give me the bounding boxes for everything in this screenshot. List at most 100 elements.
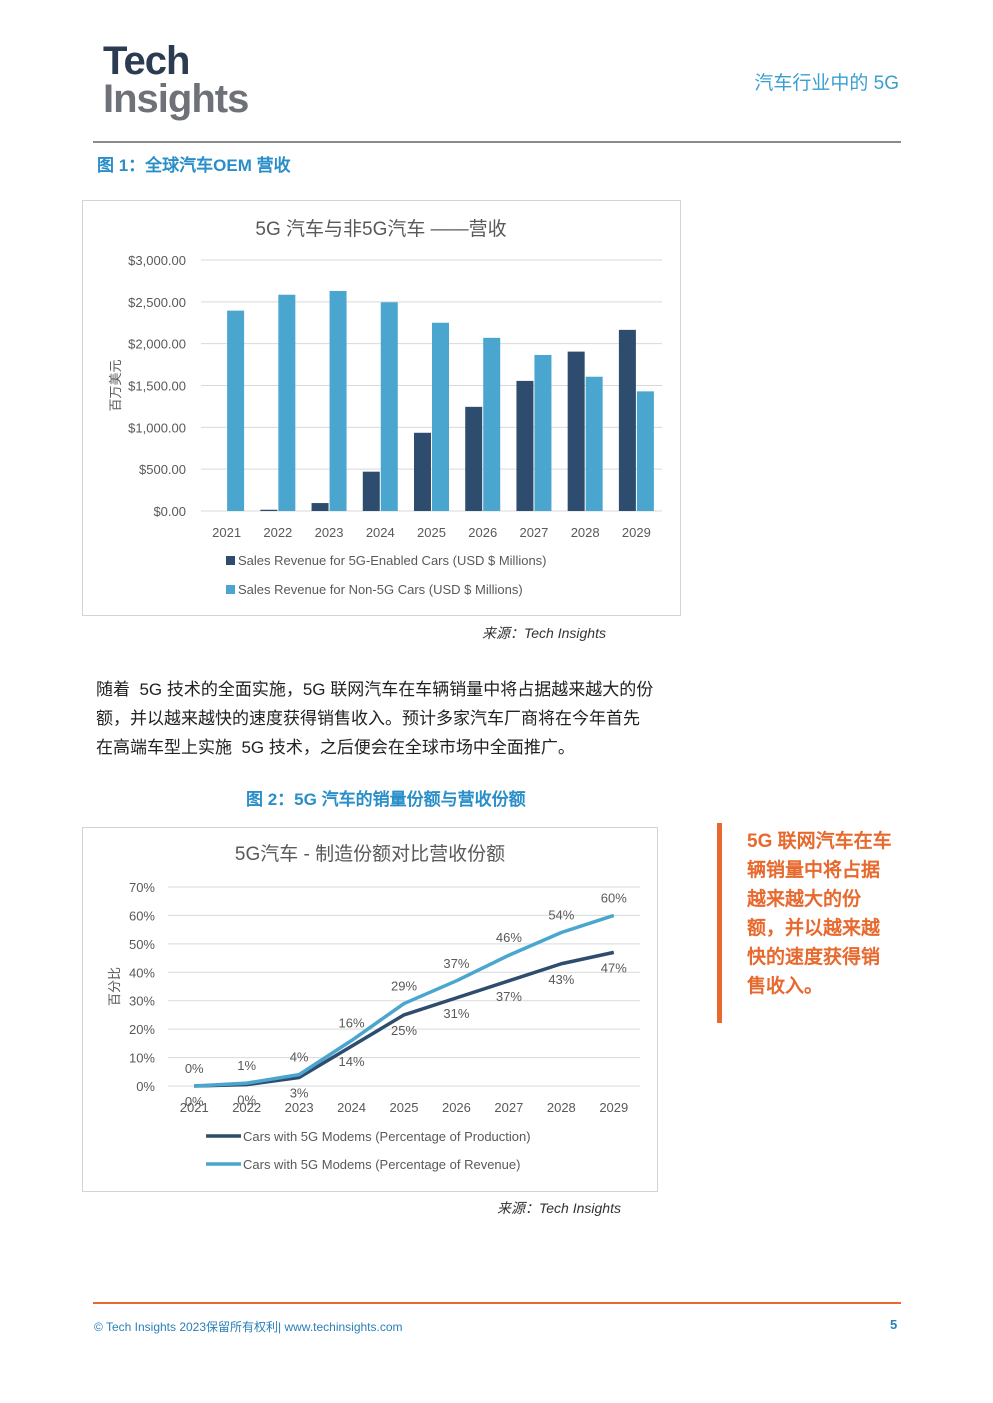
chart1-bar xyxy=(483,337,501,511)
chart2-data-label: 16% xyxy=(339,1016,365,1031)
chart2-xtick-label: 2025 xyxy=(390,1100,419,1115)
chart2-ytick-label: 50% xyxy=(129,937,155,952)
callout-line-5: 快的速度获得销 xyxy=(747,947,881,968)
chart1-legend-label: Sales Revenue for 5G-Enabled Cars (USD $… xyxy=(238,553,547,568)
figure2-line-chart: 5G汽车 - 制造份额对比营收份额 0% 10% 20% 30% 40% 50% 60% 70%… xyxy=(107,843,640,1172)
chart1-ytick-label: $500.00 xyxy=(139,462,186,477)
chart2-data-label: 43% xyxy=(548,972,574,987)
chart2-series-line xyxy=(194,950,615,1088)
callout-quote: 5G 联网汽车在车 辆销量中将占据 越来越大的份 额，并以越来越 快的速度获得销… xyxy=(747,827,892,1001)
chart1-xtick-label: 2027 xyxy=(519,525,548,540)
figure2-caption: 图 2：5G 汽车的销量份额与营收份额 xyxy=(246,790,526,809)
chart1-xtick-label: 2022 xyxy=(263,525,292,540)
chart2-data-label: 29% xyxy=(391,979,417,994)
chart2-ytick-label: 60% xyxy=(129,908,155,923)
chart1-xtick-label: 2023 xyxy=(315,525,344,540)
chart2-data-label: 37% xyxy=(496,989,522,1004)
body-line-1: 随着 5G 技术的全面实施，5G 联网汽车在车辆销量中将占据越来越大的份 xyxy=(96,680,654,699)
chart1-xtick-label: 2025 xyxy=(417,525,446,540)
chart1-ytick-label: $1,500.00 xyxy=(128,379,186,394)
chart2-ytick-label: 10% xyxy=(129,1051,155,1066)
chart2-data-label: 0% xyxy=(185,1061,204,1076)
chart1-bar xyxy=(585,376,603,511)
figure1-bar-chart: 5G 汽车与非5G汽车 ——营收 $0.00 $500.00 $1,000.00 $1,… xyxy=(108,218,662,597)
callout-line-6: 售收入。 xyxy=(747,976,824,997)
chart1-bar xyxy=(432,322,449,511)
chart1-bar xyxy=(636,391,654,511)
chart1-ytick-label: $2,000.00 xyxy=(128,337,186,352)
callout-line-4: 额，并以越来越 xyxy=(747,918,881,939)
chart2-data-label: 1% xyxy=(237,1058,256,1073)
figure1-chart-frame: 5G 汽车与非5G汽车 ——营收 $0.00 $500.00 $1,000.00 $1,… xyxy=(82,200,681,616)
body-line-3: 在高端车型上实施 5G 技术，之后便会在全球市场中全面推广。 xyxy=(96,738,575,757)
header-divider xyxy=(93,141,901,143)
chart1-bar xyxy=(534,354,552,511)
chart2-data-label: 47% xyxy=(601,960,627,975)
chart2-legend-label: Cars with 5G Modems (Percentage of Reven… xyxy=(243,1157,520,1172)
chart1-xtick-label: 2029 xyxy=(622,525,651,540)
chart2-ytick-label: 40% xyxy=(129,965,155,980)
chart2-legend-label: Cars with 5G Modems (Percentage of Produ… xyxy=(243,1129,531,1144)
chart2-data-label: 0% xyxy=(237,1093,256,1108)
chart1-bar xyxy=(516,380,534,511)
chart1-bar xyxy=(618,329,636,511)
chart2-data-label: 46% xyxy=(496,930,522,945)
chart1-legend-swatch xyxy=(226,556,235,565)
callout-line-3: 越来越大的份 xyxy=(747,889,862,910)
chart2-data-label: 37% xyxy=(443,956,469,971)
chart1-bar xyxy=(278,294,296,511)
chart2-xtick-label: 2029 xyxy=(599,1100,628,1115)
body-paragraph: 随着 5G 技术的全面实施，5G 联网汽车在车辆销量中将占据越来越大的份 额，并… xyxy=(96,675,706,762)
callout-accent-bar xyxy=(717,823,722,1023)
figure2-source: 来源：Tech Insights xyxy=(497,1200,621,1216)
chart1-bar xyxy=(465,406,483,511)
logo-line-tech: Tech xyxy=(103,39,190,83)
figure2-chart-frame: 5G汽车 - 制造份额对比营收份额 0% 10% 20% 30% 40% 50% 60% 70%… xyxy=(82,827,658,1192)
chart1-xtick-label: 2024 xyxy=(366,525,395,540)
chart1-bar xyxy=(362,471,380,511)
figure1-caption: 图 1：全球汽车OEM 营收 xyxy=(97,156,291,175)
chart2-data-label: 31% xyxy=(443,1006,469,1021)
chart1-bar xyxy=(311,503,329,511)
chart2-data-label: 60% xyxy=(601,890,627,905)
chart2-xtick-label: 2027 xyxy=(494,1100,523,1115)
page-header-title: 汽车行业中的 5G xyxy=(754,73,899,94)
chart1-legend-swatch xyxy=(226,585,235,594)
chart2-xtick-label: 2023 xyxy=(285,1100,314,1115)
chart2-data-label: 54% xyxy=(548,907,574,922)
chart1-xtick-label: 2021 xyxy=(212,525,241,540)
chart2-data-label: 4% xyxy=(290,1050,309,1065)
chart1-bar xyxy=(567,351,585,511)
footer-copyright: © Tech Insights 2023保留所有权利| www.techinsi… xyxy=(94,1320,403,1334)
chart1-xtick-label: 2026 xyxy=(468,525,497,540)
chart2-ytick-label: 0% xyxy=(136,1079,155,1094)
chart1-bar xyxy=(260,509,278,511)
chart2-data-label: 0% xyxy=(185,1094,204,1109)
chart1-ytick-label: $2,500.00 xyxy=(128,295,186,310)
chart1-bar xyxy=(227,310,245,511)
page-number: 5 xyxy=(890,1317,898,1332)
chart2-title: 5G汽车 - 制造份额对比营收份额 xyxy=(235,843,505,865)
chart2-data-label: 3% xyxy=(290,1085,309,1100)
chart2-data-label: 25% xyxy=(391,1023,417,1038)
chart2-xtick-label: 2028 xyxy=(547,1100,576,1115)
callout-line-2: 辆销量中将占据 xyxy=(747,860,881,881)
chart2-series-line xyxy=(194,913,615,1088)
footer-divider xyxy=(93,1302,901,1304)
chart2-ytick-label: 20% xyxy=(129,1022,155,1037)
chart2-ylabel: 百分比 xyxy=(107,967,122,1006)
chart1-ytick-label: $3,000.00 xyxy=(128,253,186,268)
logo-line-insights: Insights xyxy=(103,77,249,121)
chart1-ytick-label: $0.00 xyxy=(153,504,186,519)
chart1-legend-label: Sales Revenue for Non-5G Cars (USD $ Mil… xyxy=(238,582,523,597)
chart1-bar xyxy=(414,432,431,511)
chart1-bar xyxy=(380,302,398,511)
chart2-xtick-label: 2026 xyxy=(442,1100,471,1115)
logo: Tech Insights xyxy=(103,39,273,122)
chart1-ytick-label: $1,000.00 xyxy=(128,420,186,435)
chart1-xtick-label: 2028 xyxy=(571,525,600,540)
chart1-bar xyxy=(329,290,347,511)
chart2-ytick-label: 30% xyxy=(129,994,155,1009)
chart2-xtick-label: 2022 xyxy=(232,1100,261,1115)
chart1-ylabel: 百万美元 xyxy=(108,359,123,411)
